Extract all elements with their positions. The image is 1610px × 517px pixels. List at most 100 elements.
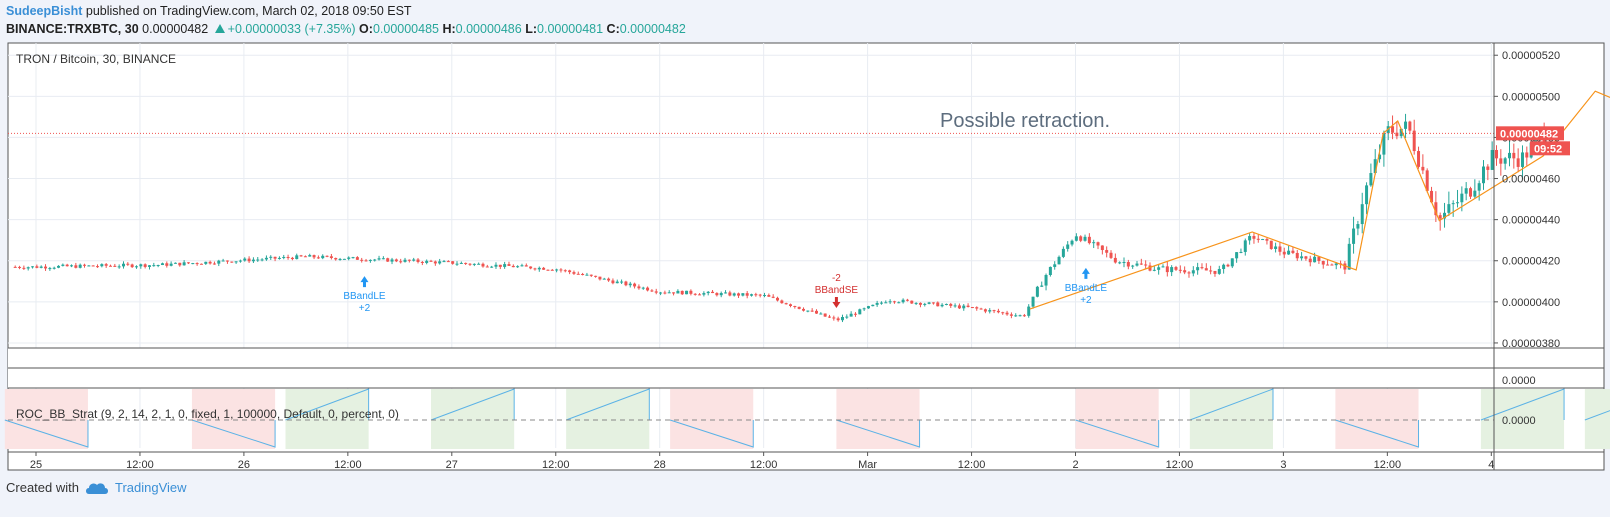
candle-body [1248, 236, 1252, 241]
candle-body [1031, 296, 1035, 307]
candle-body [368, 259, 372, 261]
candle-body [607, 278, 611, 281]
candle-body [1100, 245, 1104, 251]
candle-body [225, 260, 229, 262]
candle-body [1425, 170, 1429, 191]
candle-body [1516, 158, 1520, 167]
candle-body [117, 266, 121, 268]
candle-body [905, 299, 909, 301]
candle-body [1503, 158, 1507, 164]
candle-body [944, 303, 948, 305]
candle-body [680, 290, 684, 295]
candle-body [1230, 258, 1234, 267]
candle-body [269, 256, 273, 258]
candle-body [715, 293, 719, 296]
candle-body [1027, 306, 1031, 316]
candle-body [732, 293, 736, 296]
candle-body [1235, 252, 1239, 259]
candle-body [1009, 314, 1013, 316]
candle-body [169, 263, 173, 266]
candle-body [44, 266, 48, 269]
candle-body [879, 302, 883, 304]
indicator-title: ROC_BB_Strat (9, 2, 14, 2, 1, 0, fixed, … [16, 407, 399, 421]
candle-body [1209, 270, 1213, 272]
main-chart-title: TRON / Bitcoin, 30, BINANCE [16, 52, 176, 66]
candle-body [542, 267, 546, 270]
position-band [1335, 389, 1419, 449]
candle-body [1321, 260, 1325, 265]
candle-body [1040, 285, 1044, 287]
tradingview-link[interactable]: TradingView [114, 480, 187, 495]
retraction-annotation[interactable]: Possible retraction. [940, 110, 1110, 132]
tradingview-logo-icon [85, 482, 108, 494]
signal-qty: +2 [359, 303, 371, 314]
candle-body [663, 292, 667, 294]
candle-body [1304, 256, 1308, 259]
price-change: +0.00000033 (+7.35%) [227, 22, 356, 36]
candle-body [381, 258, 385, 260]
candle-body [1239, 251, 1243, 253]
candle-body [199, 263, 203, 265]
x-tick-label: 27 [446, 459, 458, 471]
x-tick-label: 2 [1072, 459, 1078, 471]
candle-body [1269, 240, 1273, 249]
candle-body [771, 296, 775, 298]
candle-body [1369, 173, 1373, 186]
candle-body [156, 265, 160, 267]
candle-body [507, 264, 511, 266]
candle-body [624, 281, 628, 286]
candle-body [485, 266, 489, 268]
candle-body [689, 290, 693, 294]
signal-label: BBandSE [815, 285, 859, 296]
candle-body [871, 304, 875, 307]
candle-body [316, 257, 320, 259]
high-value: 0.00000486 [455, 22, 522, 36]
candle-body [533, 268, 537, 270]
candle-body [550, 269, 554, 271]
candle-body [1135, 263, 1139, 266]
x-tick-label: 28 [654, 459, 666, 471]
candle-body [1191, 270, 1195, 274]
candle-body [121, 263, 125, 267]
candle-body [988, 310, 992, 312]
candle-body [910, 300, 914, 304]
roc-line-segment [1480, 388, 1565, 421]
candle-body [823, 313, 827, 317]
candle-body [390, 259, 394, 262]
candle-body [1356, 224, 1360, 229]
candle-body [819, 313, 823, 315]
candle-body [1161, 266, 1165, 268]
candle-body [212, 263, 216, 265]
candle-body [537, 267, 541, 270]
candle-body [260, 259, 264, 261]
candle-body [918, 302, 922, 305]
candle-body [1477, 183, 1481, 191]
candle-body [702, 293, 706, 295]
candle-series [13, 113, 1546, 323]
candle-body [1451, 203, 1455, 205]
candle-body [490, 266, 494, 268]
candle-body [1148, 265, 1152, 271]
candle-body [1144, 264, 1148, 266]
candle-body [1014, 315, 1018, 317]
candle-body [191, 263, 195, 265]
author-name[interactable]: SudeepBisht [6, 4, 83, 18]
projection-path[interactable] [1029, 90, 1610, 310]
candle-body [814, 310, 818, 314]
candle-body [728, 292, 732, 296]
candle-body [1109, 252, 1113, 258]
candle-body [1187, 272, 1191, 274]
candle-body [516, 266, 520, 268]
candle-body [1352, 228, 1356, 244]
low-label: L: [525, 22, 538, 36]
candle-body [589, 274, 593, 276]
candle-body [78, 264, 82, 268]
x-tick-label: 12:00 [1374, 459, 1402, 471]
candle-body [576, 273, 580, 275]
position-band [836, 389, 920, 449]
y-tick-label: 0.00000400 [1502, 297, 1560, 309]
candle-body [100, 264, 104, 267]
roc-line-segment [565, 388, 650, 421]
candle-body [364, 260, 368, 262]
